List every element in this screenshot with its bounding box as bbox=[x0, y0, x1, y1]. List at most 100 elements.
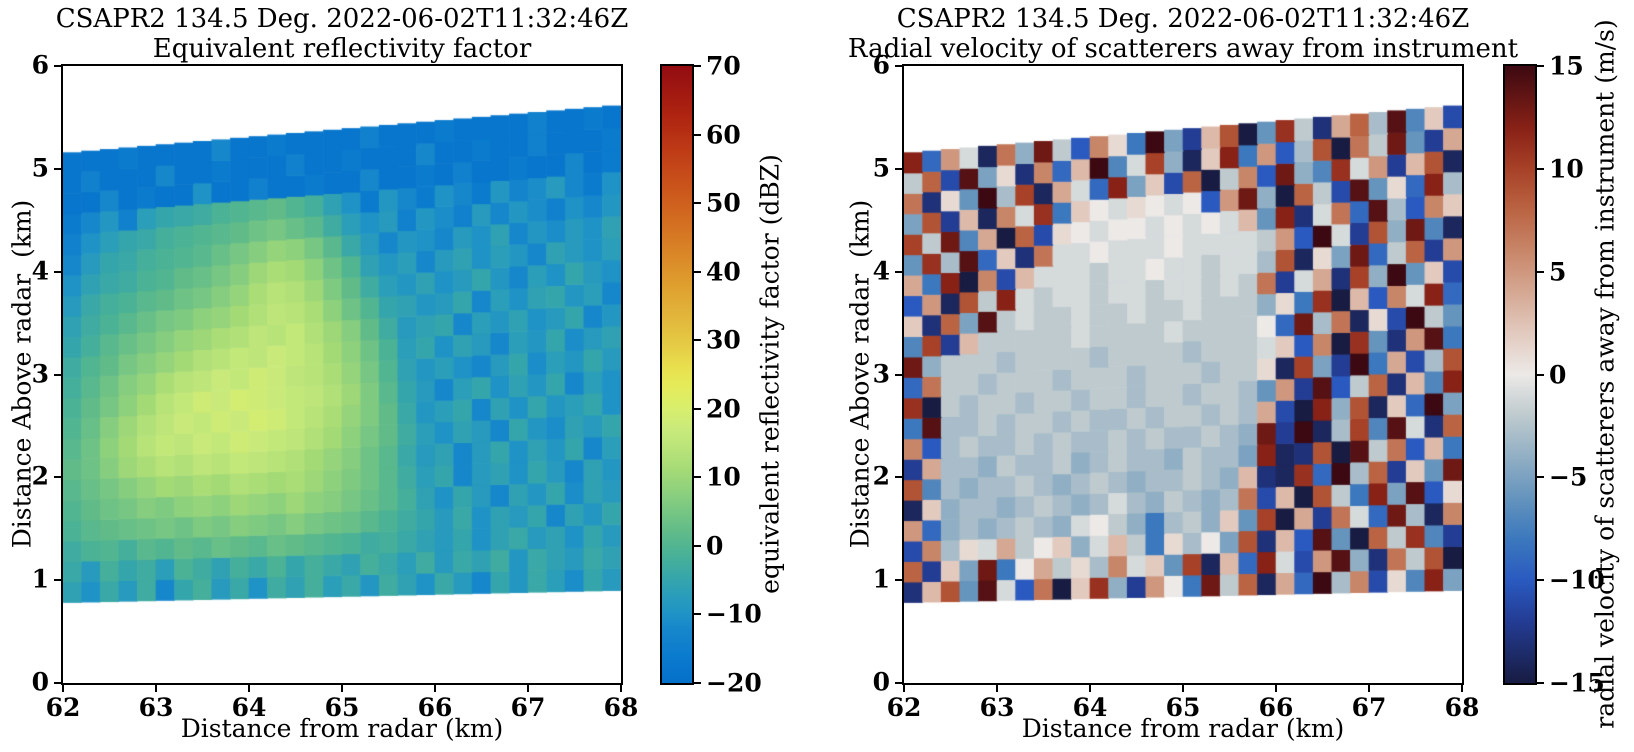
reflectivity-xaxis-label: Distance from radar (km) bbox=[180, 714, 504, 743]
colorbar-tick-label: 70 bbox=[706, 51, 741, 81]
x-tick-label: 63 bbox=[138, 693, 174, 722]
x-tick-mark bbox=[62, 685, 64, 692]
colorbar-tick-label: 10 bbox=[706, 462, 741, 492]
reflectivity-heatmap-canvas bbox=[63, 66, 621, 683]
colorbar-tick-mark bbox=[694, 133, 701, 136]
x-tick-mark bbox=[903, 685, 905, 692]
y-tick-mark bbox=[895, 579, 902, 582]
colorbar-tick-mark bbox=[1537, 65, 1544, 67]
velocity-xaxis-label: Distance from radar (km) bbox=[1021, 714, 1345, 743]
x-tick-mark bbox=[996, 685, 998, 692]
colorbar-tick-label: 0 bbox=[706, 531, 724, 561]
colorbar-tick-label: 10 bbox=[1549, 154, 1584, 184]
colorbar-tick-label: 50 bbox=[706, 188, 741, 218]
x-tick-label: 62 bbox=[886, 693, 922, 722]
y-tick-label: 1 bbox=[872, 564, 890, 594]
colorbar-tick-mark bbox=[694, 476, 701, 479]
colorbar-tick-mark bbox=[694, 544, 701, 547]
x-tick-label: 67 bbox=[1351, 693, 1387, 722]
reflectivity-colorbar-gradient bbox=[662, 66, 692, 683]
x-tick-mark bbox=[1182, 685, 1184, 692]
colorbar-tick-mark bbox=[1537, 476, 1544, 479]
reflectivity-colorbar-label: equivalent reflectivity factor (dBZ) bbox=[755, 154, 785, 594]
x-tick-mark bbox=[620, 685, 622, 692]
colorbar-tick-label: −5 bbox=[1549, 462, 1588, 492]
velocity-colorbar-gradient bbox=[1505, 66, 1535, 683]
x-tick-label: 62 bbox=[45, 693, 81, 722]
colorbar-tick-label: 5 bbox=[1549, 257, 1567, 287]
y-tick-label: 5 bbox=[872, 153, 890, 183]
x-tick-label: 63 bbox=[979, 693, 1015, 722]
y-tick-mark bbox=[54, 65, 61, 67]
colorbar-tick-mark bbox=[694, 682, 701, 684]
y-tick-label: 4 bbox=[872, 255, 890, 285]
colorbar-tick-label: 40 bbox=[706, 257, 741, 287]
x-tick-mark bbox=[1368, 685, 1370, 692]
y-tick-label: 5 bbox=[31, 153, 49, 183]
colorbar-tick-label: 0 bbox=[1549, 360, 1567, 389]
velocity-title-line2: Radial velocity of scatterers away from … bbox=[847, 34, 1519, 64]
y-tick-label: 0 bbox=[872, 667, 890, 697]
colorbar-tick-label: −15 bbox=[1549, 668, 1605, 698]
y-tick-mark bbox=[895, 682, 902, 684]
x-tick-label: 65 bbox=[324, 693, 360, 722]
y-tick-label: 6 bbox=[872, 50, 890, 80]
colorbar-tick-label: 20 bbox=[706, 394, 741, 424]
colorbar-tick-mark bbox=[1537, 682, 1544, 684]
x-tick-mark bbox=[527, 685, 529, 692]
x-tick-label: 64 bbox=[1072, 693, 1108, 722]
colorbar-tick-mark bbox=[694, 613, 701, 616]
colorbar-tick-mark bbox=[694, 202, 701, 205]
x-tick-label: 65 bbox=[1165, 693, 1201, 722]
y-tick-mark bbox=[54, 682, 61, 684]
colorbar-tick-label: 60 bbox=[706, 120, 741, 150]
colorbar-tick-mark bbox=[1537, 167, 1544, 170]
x-tick-label: 68 bbox=[1444, 693, 1480, 722]
y-tick-label: 1 bbox=[31, 564, 49, 594]
x-tick-mark bbox=[434, 685, 436, 692]
x-tick-mark bbox=[1275, 685, 1277, 692]
y-tick-label: 3 bbox=[872, 358, 890, 388]
colorbar-tick-mark bbox=[694, 339, 701, 342]
x-tick-mark bbox=[1089, 685, 1091, 692]
x-tick-label: 66 bbox=[417, 693, 453, 722]
y-tick-label: 2 bbox=[872, 461, 890, 491]
x-tick-mark bbox=[155, 685, 157, 692]
x-tick-label: 64 bbox=[231, 693, 267, 722]
y-tick-mark bbox=[54, 373, 61, 376]
colorbar-tick-label: 30 bbox=[706, 325, 741, 355]
y-tick-label: 4 bbox=[31, 255, 49, 285]
x-tick-label: 66 bbox=[1258, 693, 1294, 722]
y-tick-mark bbox=[895, 476, 902, 479]
y-tick-label: 0 bbox=[31, 667, 49, 697]
x-tick-mark bbox=[1461, 685, 1463, 692]
velocity-title-line1: CSAPR2 134.5 Deg. 2022-06-02T11:32:46Z bbox=[896, 4, 1470, 34]
x-tick-mark bbox=[341, 685, 343, 692]
velocity-colorbar-label: radial velocity of scatterers away from … bbox=[1590, 19, 1620, 729]
y-tick-label: 6 bbox=[31, 50, 49, 80]
colorbar-tick-label: −10 bbox=[1549, 565, 1605, 595]
colorbar-tick-mark bbox=[1537, 579, 1544, 582]
y-tick-mark bbox=[895, 373, 902, 376]
colorbar-tick-label: −10 bbox=[706, 599, 762, 629]
y-tick-mark bbox=[895, 167, 902, 170]
y-tick-mark bbox=[895, 65, 902, 67]
x-tick-label: 67 bbox=[510, 693, 546, 722]
y-tick-mark bbox=[54, 167, 61, 170]
y-tick-label: 3 bbox=[31, 358, 49, 388]
x-tick-mark bbox=[248, 685, 250, 692]
colorbar-tick-mark bbox=[694, 65, 701, 67]
velocity-heatmap-canvas bbox=[904, 66, 1462, 683]
y-tick-mark bbox=[895, 270, 902, 273]
colorbar-tick-mark bbox=[694, 270, 701, 273]
colorbar-tick-label: 15 bbox=[1549, 51, 1584, 81]
colorbar-tick-label: −20 bbox=[706, 668, 762, 698]
y-tick-mark bbox=[54, 270, 61, 273]
x-tick-label: 68 bbox=[603, 693, 639, 722]
colorbar-tick-mark bbox=[1537, 373, 1544, 376]
colorbar-tick-mark bbox=[1537, 270, 1544, 273]
y-tick-mark bbox=[54, 476, 61, 479]
reflectivity-title-line1: CSAPR2 134.5 Deg. 2022-06-02T11:32:46Z bbox=[55, 4, 629, 34]
reflectivity-title-line2: Equivalent reflectivity factor bbox=[152, 34, 532, 64]
